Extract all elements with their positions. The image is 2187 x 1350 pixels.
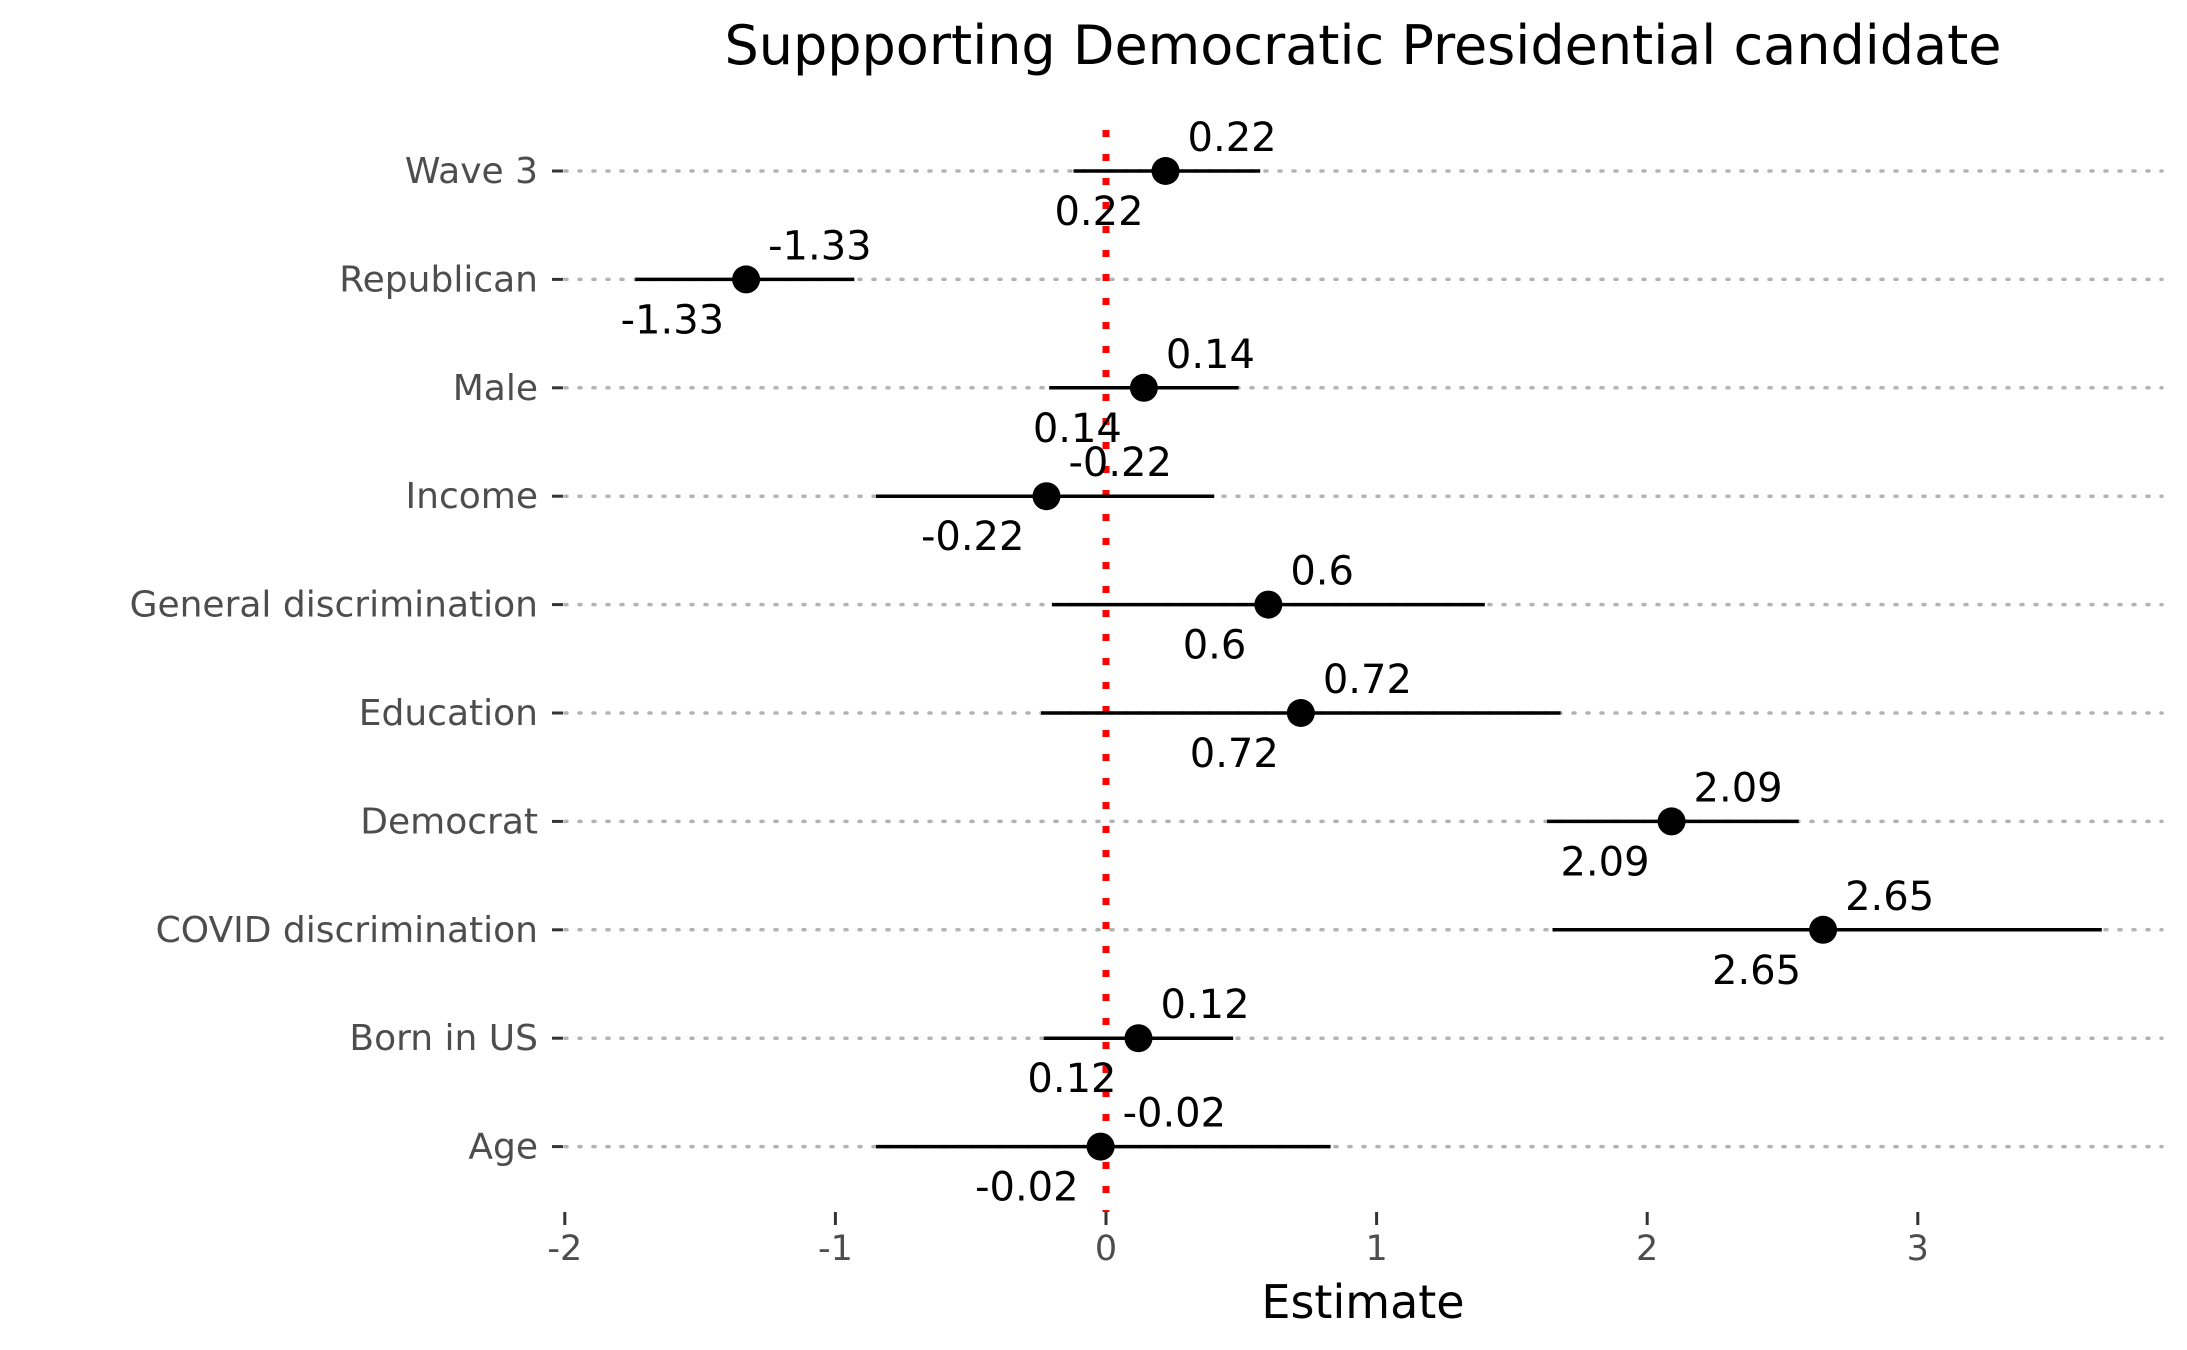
x-tick-label: -1 bbox=[818, 1229, 853, 1269]
estimate-point bbox=[1286, 699, 1315, 727]
estimate-point bbox=[1809, 915, 1838, 944]
data-label-above: 0.22 bbox=[1188, 115, 1277, 161]
estimate-point bbox=[1086, 1132, 1115, 1161]
data-label-above: 0.12 bbox=[1160, 982, 1249, 1028]
data-label-above: 0.72 bbox=[1323, 657, 1412, 703]
x-axis-title: Estimate bbox=[1261, 1275, 1464, 1329]
y-tick-label: Democrat bbox=[360, 801, 538, 842]
data-labels: 0.220.22-1.33-1.330.140.14-0.22-0.220.60… bbox=[621, 115, 1935, 1211]
chart-title: Suppporting Democratic Presidential cand… bbox=[724, 14, 2001, 77]
x-tick-label: 2 bbox=[1636, 1229, 1658, 1269]
y-tick-label: Education bbox=[359, 693, 538, 734]
y-tick-label: Wave 3 bbox=[405, 151, 538, 192]
data-label-below: -1.33 bbox=[621, 297, 725, 343]
data-label-below: 0.6 bbox=[1183, 623, 1247, 669]
estimate-points bbox=[732, 157, 1838, 1161]
data-label-below: 0.22 bbox=[1054, 189, 1143, 235]
estimate-point bbox=[732, 265, 761, 294]
data-label-above: 2.65 bbox=[1845, 874, 1934, 920]
y-tick-label: Income bbox=[406, 476, 538, 517]
estimate-point bbox=[1657, 807, 1686, 836]
y-tick-label: Age bbox=[468, 1127, 538, 1168]
data-label-below: -0.22 bbox=[921, 514, 1025, 560]
data-label-below: 0.72 bbox=[1190, 731, 1279, 777]
data-label-below: 0.12 bbox=[1027, 1056, 1116, 1102]
data-label-above: 0.6 bbox=[1290, 549, 1354, 595]
data-label-above: -1.33 bbox=[768, 223, 872, 269]
data-label-above: -0.02 bbox=[1123, 1091, 1227, 1137]
estimate-point bbox=[1129, 373, 1158, 402]
estimate-point bbox=[1032, 482, 1061, 511]
y-tick-label: COVID discrimination bbox=[156, 910, 538, 951]
x-tick-label: 0 bbox=[1095, 1229, 1117, 1269]
estimate-point bbox=[1124, 1024, 1153, 1053]
data-label-above: 0.14 bbox=[1166, 332, 1255, 378]
y-tick-label: Republican bbox=[339, 259, 538, 300]
y-tick-label: Born in US bbox=[349, 1018, 538, 1059]
y-axis: Wave 3 Republican Male Income General discri… bbox=[130, 151, 563, 1168]
y-tick-label: General discrimination bbox=[130, 585, 538, 626]
data-label-below: 2.65 bbox=[1712, 948, 1801, 994]
y-tick-label: Male bbox=[453, 368, 538, 409]
x-axis: -2 -1 0 1 2 3 bbox=[547, 1212, 1929, 1269]
estimate-point bbox=[1151, 157, 1180, 185]
x-tick-label: -2 bbox=[547, 1229, 582, 1269]
x-tick-label: 3 bbox=[1907, 1229, 1929, 1269]
data-label-below: 0.14 bbox=[1033, 406, 1122, 452]
data-label-above: -0.22 bbox=[1068, 440, 1172, 486]
x-tick-label: 1 bbox=[1365, 1229, 1387, 1269]
data-label-above: 2.09 bbox=[1694, 765, 1783, 811]
data-label-below: -0.02 bbox=[975, 1165, 1079, 1211]
data-label-below: 2.09 bbox=[1560, 839, 1649, 885]
estimate-point bbox=[1254, 590, 1283, 619]
